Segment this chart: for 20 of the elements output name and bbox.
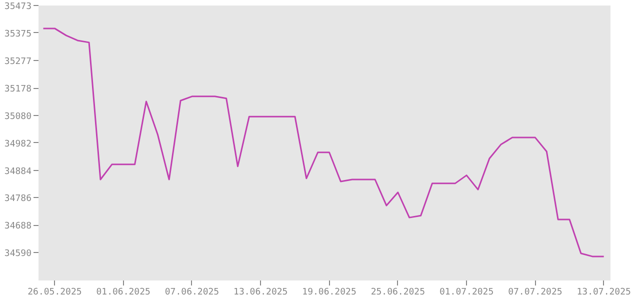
x-tick-label: 01.06.2025 [96, 288, 150, 298]
x-tick-label: 26.05.2025 [28, 288, 82, 298]
x-tick-label: 07.07.2025 [508, 288, 562, 298]
y-tick-label: 34688 [4, 222, 32, 232]
y-tick-label: 35473 [4, 2, 32, 12]
x-tick-label: 07.06.2025 [164, 288, 220, 298]
x-tick-label: 13.07.2025 [576, 288, 631, 298]
x-tick-label: 19.06.2025 [302, 288, 356, 298]
y-tick-label: 34982 [4, 139, 32, 150]
line-series [42, 28, 605, 258]
y-tick-label: 34786 [4, 194, 32, 204]
x-tick-label: 25.06.2025 [370, 288, 425, 298]
y-tick-label: 35080 [4, 112, 32, 122]
y-tick-label: 34590 [4, 249, 32, 260]
y-tick-label: 35178 [4, 84, 32, 95]
y-tick-label: 35375 [4, 29, 32, 40]
y-tick-label: 34884 [4, 166, 32, 177]
x-tick-label: 01.07.2025 [439, 288, 494, 298]
y-tick-label: 35277 [4, 56, 32, 67]
x-tick-label: 13.06.2025 [234, 288, 288, 298]
